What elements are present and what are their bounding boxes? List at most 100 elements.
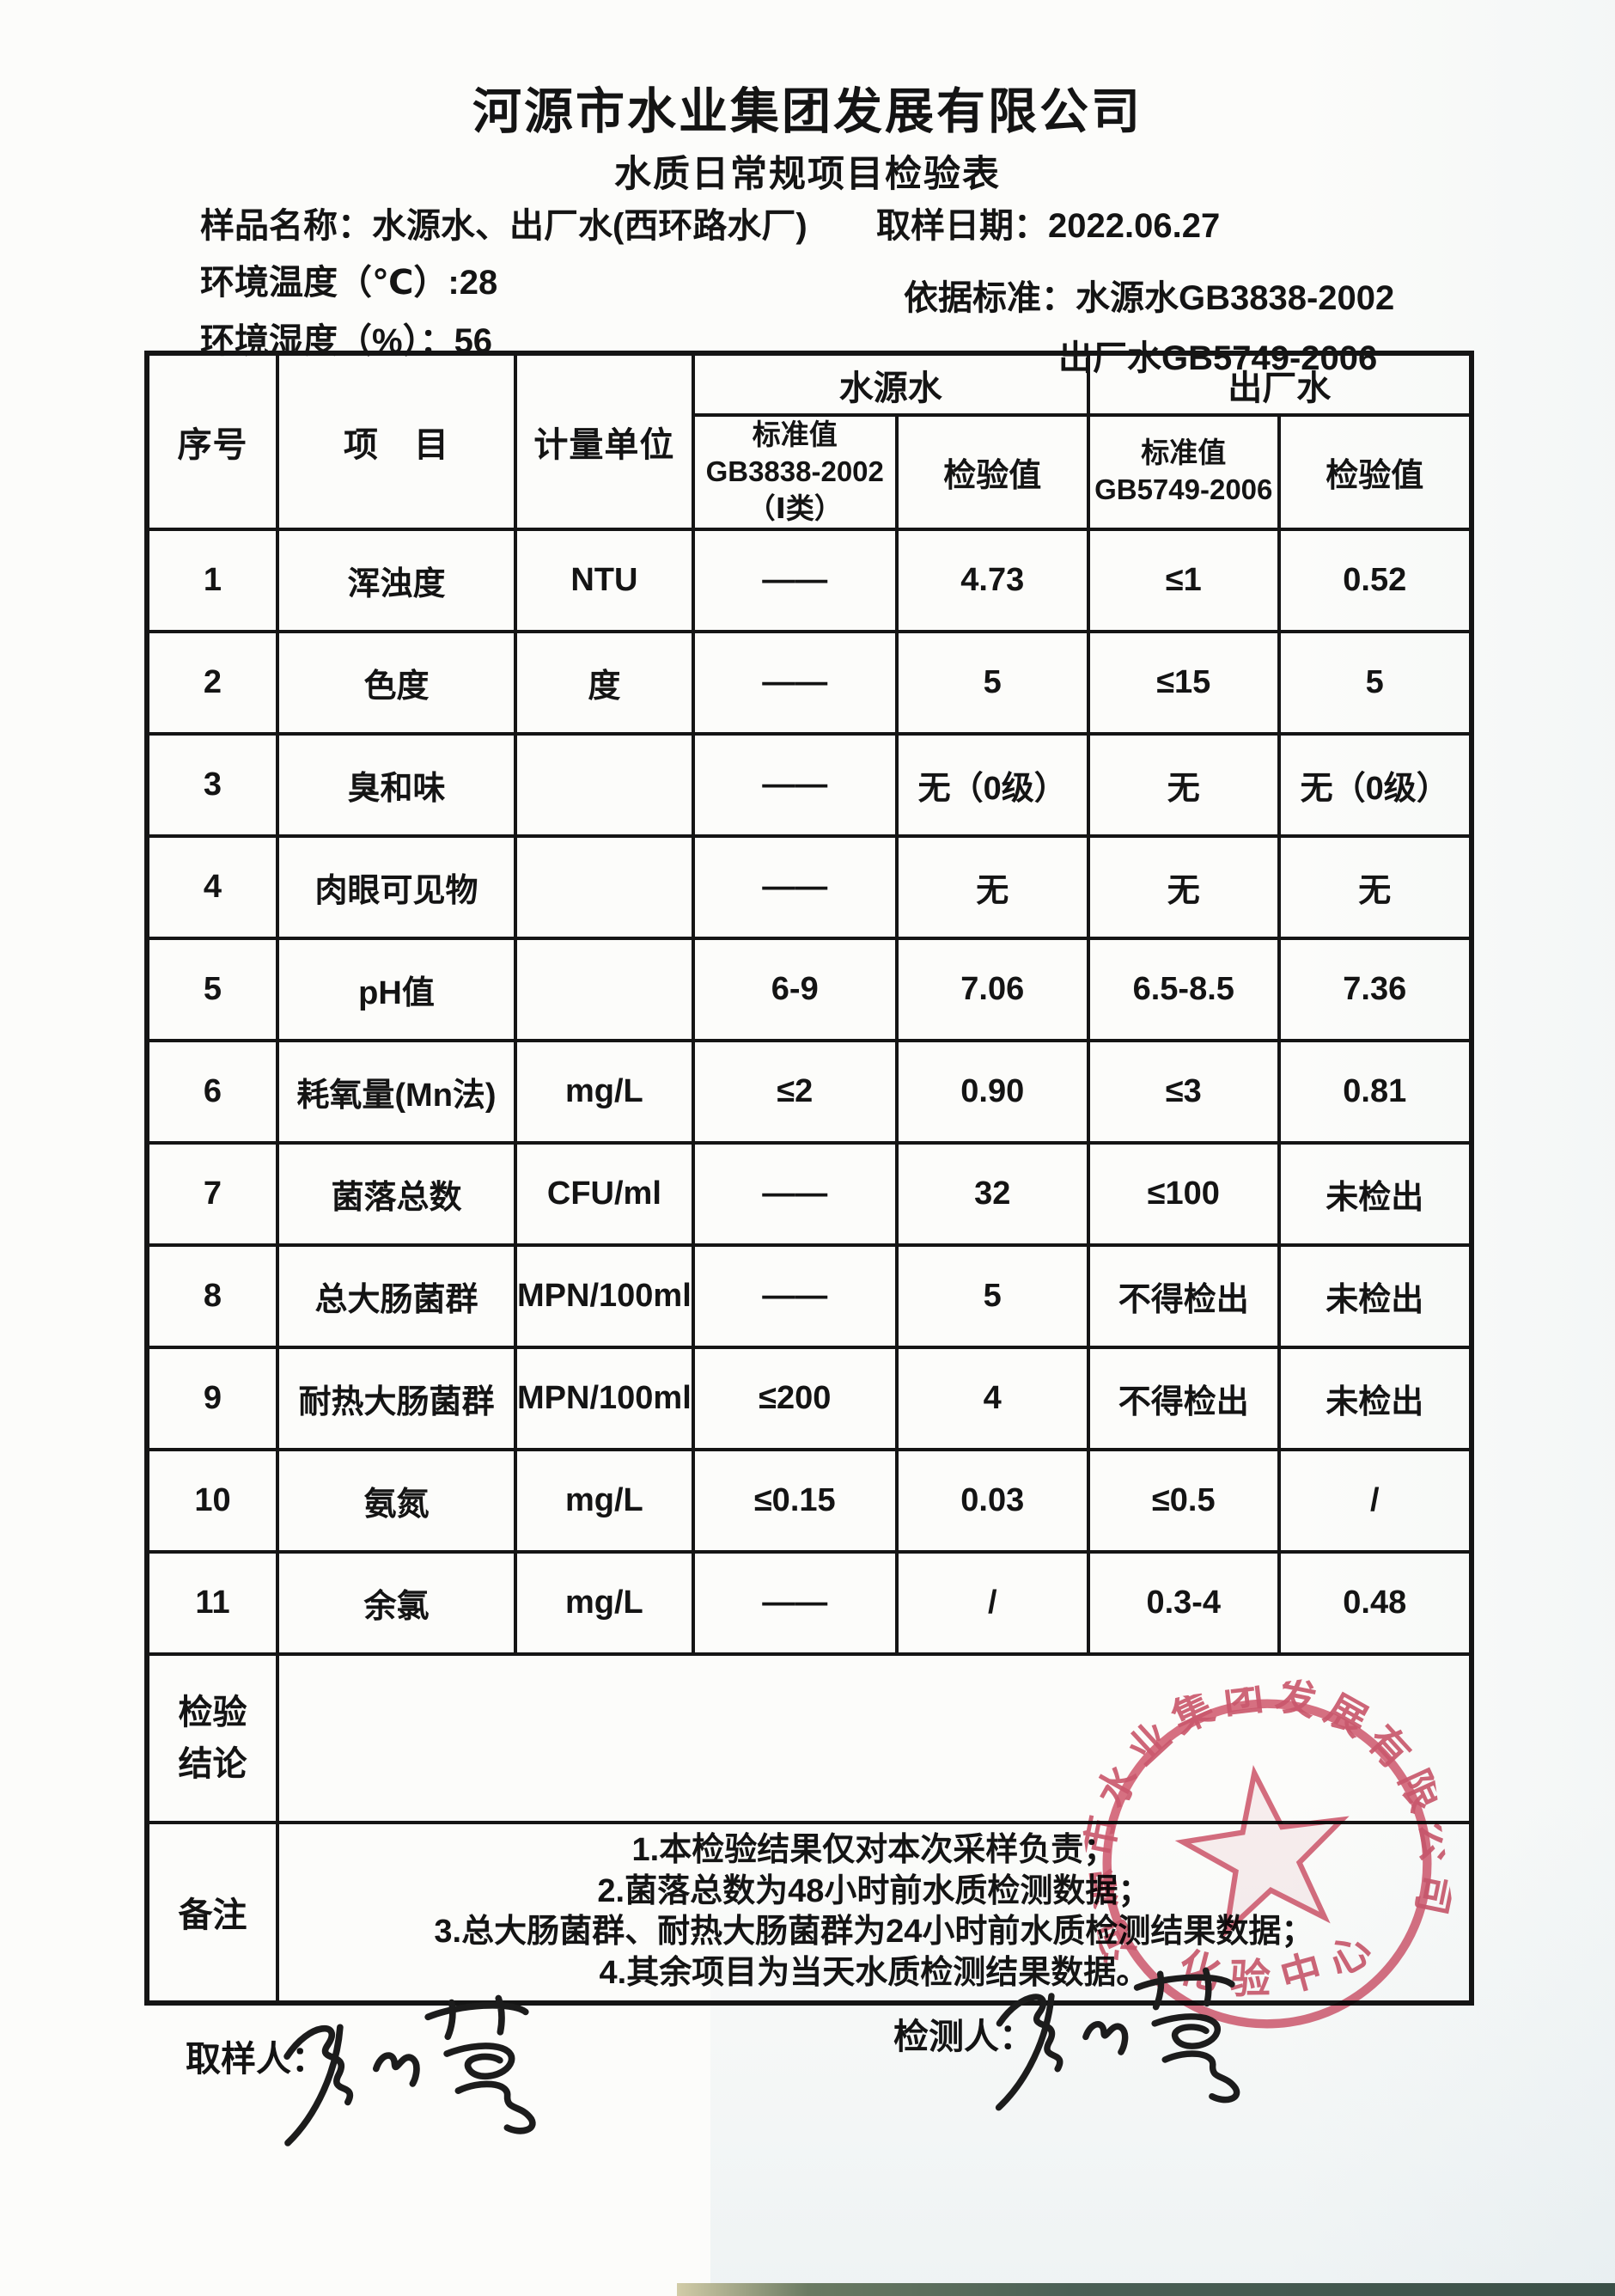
cell-source-value: 32	[894, 1140, 1090, 1247]
cell-item: 浑浊度	[276, 527, 517, 633]
cell-source-value: /	[894, 1549, 1090, 1656]
cell-factory-standard: 无	[1086, 834, 1281, 940]
cell-no: 3	[145, 731, 279, 838]
cell-source-standard: ≤0.15	[691, 1447, 899, 1554]
cell-item: 色度	[276, 629, 517, 736]
tester-label: 检测人：	[893, 2017, 1034, 2056]
env-temperature: 环境温度（℃）:28	[200, 264, 498, 302]
cell-factory-standard: ≤15	[1086, 629, 1281, 736]
col-header-item: 项 目	[276, 351, 517, 531]
col-header-source-standard: 标准值 GB3838-2002 （Ⅰ类）	[691, 413, 899, 531]
cell-no: 11	[145, 1549, 279, 1656]
cell-no: 6	[145, 1038, 279, 1145]
table-row: 11 余氯 mg/L —— / 0.3-4 0.48	[145, 1549, 1473, 1656]
table-row: 4 肉眼可见物 —— 无 无 无	[145, 834, 1473, 940]
cell-item: 余氯	[276, 1549, 517, 1656]
table-row: 6 耗氧量(Mn法) mg/L ≤2 0.90 ≤3 0.81	[145, 1038, 1473, 1145]
cell-factory-standard: 无	[1086, 731, 1281, 838]
cell-factory-standard: ≤100	[1086, 1140, 1281, 1247]
cell-unit	[514, 936, 695, 1042]
cell-unit: 度	[514, 629, 695, 736]
col-header-factory-value: 检验值	[1277, 413, 1473, 531]
tester-signature	[995, 1967, 1240, 2111]
cell-source-value: 无	[894, 834, 1090, 940]
cell-source-value: 5	[894, 629, 1090, 736]
cell-source-value: 7.06	[894, 936, 1090, 1042]
cell-factory-value: 0.48	[1277, 1549, 1473, 1656]
company-seal: 河源市水业集团发展有限公司 化验中心	[1066, 1663, 1468, 2029]
cell-factory-standard: 不得检出	[1086, 1345, 1281, 1451]
cell-source-standard: ——	[691, 1140, 899, 1247]
conclusion-value	[276, 1652, 1473, 1824]
cell-no: 7	[145, 1140, 279, 1247]
cell-unit: mg/L	[514, 1549, 695, 1656]
cell-no: 1	[145, 527, 279, 633]
cell-factory-standard: 6.5-8.5	[1086, 936, 1281, 1042]
source-standard-line2: GB3838-2002	[705, 455, 884, 487]
cell-item: 耗氧量(Mn法)	[276, 1038, 517, 1145]
cell-unit: NTU	[514, 527, 695, 633]
remark-line: 3.总大肠菌群、耐热大肠菌群为24小时前水质检测结果数据；	[434, 1914, 1314, 1951]
col-header-factory-standard: 标准值 GB5749-2006	[1086, 413, 1281, 531]
factory-standard-line2: GB5749-2006	[1094, 473, 1273, 506]
cell-source-standard: ——	[691, 731, 899, 838]
seal-ring	[1102, 1699, 1432, 2029]
cell-factory-value: 未检出	[1277, 1345, 1473, 1451]
cell-factory-standard: 0.3-4	[1086, 1549, 1281, 1656]
cell-no: 9	[145, 1345, 279, 1451]
conclusion-label: 检验结论	[145, 1652, 279, 1824]
sampler-signature	[283, 1994, 536, 2146]
cell-unit	[514, 731, 695, 838]
table-row: 10 氨氮 mg/L ≤0.15 0.03 ≤0.5 /	[145, 1447, 1473, 1554]
cell-source-standard: ≤2	[691, 1038, 899, 1145]
source-standard-line1: 标准值	[752, 418, 838, 450]
table-row: 7 菌落总数 CFU/ml —— 32 ≤100 未检出	[145, 1140, 1473, 1247]
cell-no: 10	[145, 1447, 279, 1554]
cell-source-value: 0.90	[894, 1038, 1090, 1145]
cell-unit: MPN/100ml	[514, 1345, 695, 1451]
cell-item: 臭和味	[276, 731, 517, 838]
remark-line: 4.其余项目为当天水质检测结果数据。	[599, 1954, 1149, 1991]
table-row: 8 总大肠菌群 MPN/100ml —— 5 不得检出 未检出	[145, 1243, 1473, 1349]
col-header-no: 序号	[145, 351, 279, 531]
inspection-table: 序号 项 目 计量单位 水源水 出厂水 标准值 GB3838-2002 （Ⅰ类）…	[144, 351, 1474, 2006]
cell-unit: mg/L	[514, 1038, 695, 1145]
cell-factory-value: /	[1277, 1447, 1473, 1554]
sampling-date: 取样日期：2022.06.27	[876, 207, 1221, 245]
remarks-row: 备注 1.本检验结果仅对本次采样负责； 2.菌落总数为48小时前水质检测数据； …	[145, 1820, 1473, 2005]
col-header-unit: 计量单位	[514, 351, 695, 531]
cell-source-standard: ——	[691, 1243, 899, 1349]
cell-source-standard: ——	[691, 629, 899, 736]
standard-reference-source: 依据标准：水源水GB3838-2002	[904, 279, 1395, 317]
cell-factory-value: 0.52	[1277, 527, 1473, 633]
cell-no: 8	[145, 1243, 279, 1349]
sampler-label: 取样人：	[186, 2039, 326, 2079]
cell-item: 菌落总数	[276, 1140, 517, 1247]
cell-item: 总大肠菌群	[276, 1243, 517, 1349]
cell-source-value: 4	[894, 1345, 1090, 1451]
cell-item: 耐热大肠菌群	[276, 1345, 517, 1451]
cell-source-value: 0.03	[894, 1447, 1090, 1554]
cell-factory-value: 7.36	[1277, 936, 1473, 1042]
cell-unit: CFU/ml	[514, 1140, 695, 1247]
cell-source-standard: ——	[691, 527, 899, 633]
conclusion-row: 检验结论	[145, 1652, 1473, 1824]
table-row: 3 臭和味 —— 无（0级） 无 无（0级）	[145, 731, 1473, 838]
cell-no: 5	[145, 936, 279, 1042]
remark-line: 2.菌落总数为48小时前水质检测数据；	[597, 1872, 1151, 1909]
cell-factory-value: 未检出	[1277, 1243, 1473, 1349]
col-header-source-value: 检验值	[894, 413, 1090, 531]
cell-item: 氨氮	[276, 1447, 517, 1554]
document-title: 水质日常规项目检验表	[614, 154, 1001, 195]
cell-no: 4	[145, 834, 279, 940]
cell-source-value: 5	[894, 1243, 1090, 1349]
cell-factory-standard: ≤0.5	[1086, 1447, 1281, 1554]
cell-item: 肉眼可见物	[276, 834, 517, 940]
company-name: 河源市水业集团发展有限公司	[472, 84, 1143, 139]
cell-factory-value: 无	[1277, 834, 1473, 940]
seal-star-icon	[1174, 1765, 1350, 1939]
remarks-content: 1.本检验结果仅对本次采样负责； 2.菌落总数为48小时前水质检测数据； 3.总…	[276, 1820, 1473, 2005]
remarks-label: 备注	[145, 1820, 279, 2005]
cell-factory-standard: 不得检出	[1086, 1243, 1281, 1349]
